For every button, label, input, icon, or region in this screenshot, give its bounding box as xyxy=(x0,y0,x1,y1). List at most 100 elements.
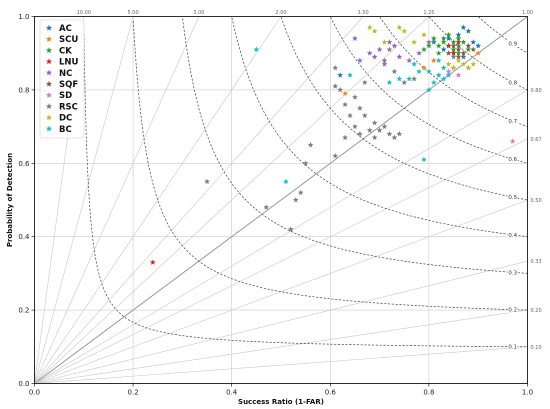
data-point xyxy=(381,39,388,45)
data-point xyxy=(406,57,413,63)
data-point xyxy=(307,141,314,148)
data-point xyxy=(332,152,339,159)
x-tick-label: 1.0 xyxy=(522,389,533,397)
bias-line xyxy=(34,199,528,384)
series-dc xyxy=(366,24,477,71)
data-point xyxy=(283,178,289,185)
data-point xyxy=(445,72,452,78)
x-tick-label: 0.0 xyxy=(29,389,40,397)
data-point xyxy=(509,138,516,144)
csi-label-bg xyxy=(507,78,518,86)
data-point xyxy=(450,42,457,49)
data-point xyxy=(426,86,432,93)
data-point xyxy=(342,90,348,96)
bias-label: 2.00 xyxy=(275,10,286,16)
csi-curve xyxy=(330,16,528,164)
data-point xyxy=(460,39,467,45)
series-rsc xyxy=(204,46,457,232)
csi-label: 0.1 xyxy=(508,345,517,351)
data-point xyxy=(288,226,294,232)
legend-marker xyxy=(45,47,53,53)
bias-label: 1.00 xyxy=(522,10,533,16)
legend-label: DC xyxy=(59,114,72,124)
data-point xyxy=(253,46,260,52)
data-point xyxy=(352,35,358,41)
csi-label-bg xyxy=(507,39,518,47)
data-point xyxy=(465,64,472,71)
data-point xyxy=(465,42,472,49)
csi-label: 0.4 xyxy=(508,233,517,239)
csi-label-bg xyxy=(507,305,518,313)
data-point xyxy=(455,57,462,63)
series-scu xyxy=(342,46,482,96)
bias-label: 0.50 xyxy=(531,198,542,204)
bias-label: 0.80 xyxy=(531,88,542,94)
bias-label: 0.10 xyxy=(531,345,542,351)
legend-marker xyxy=(45,114,53,121)
data-point xyxy=(416,68,422,74)
data-point xyxy=(292,197,299,203)
data-point xyxy=(450,64,457,71)
data-point xyxy=(460,53,467,60)
data-point xyxy=(426,39,432,45)
y-tick-label: 0.8 xyxy=(18,86,29,94)
legend-marker xyxy=(45,92,53,98)
legend-label: SQF xyxy=(59,80,78,90)
legend-marker xyxy=(45,36,53,42)
data-point xyxy=(204,178,210,185)
bias-line xyxy=(34,16,528,384)
data-point xyxy=(475,50,482,56)
data-point xyxy=(450,46,457,52)
csi-curve xyxy=(182,18,528,274)
data-point xyxy=(381,123,388,130)
data-point xyxy=(401,79,408,85)
data-point xyxy=(445,50,452,56)
bias-label: 0.67 xyxy=(531,137,542,143)
x-tick-label: 0.4 xyxy=(226,389,238,397)
series-sqf xyxy=(445,42,477,60)
data-point xyxy=(435,57,442,63)
csi-label: 0.8 xyxy=(508,80,517,86)
data-point xyxy=(430,39,437,45)
plot-frame xyxy=(34,16,528,384)
data-point xyxy=(426,42,432,49)
data-point xyxy=(342,134,348,141)
data-point xyxy=(460,50,467,56)
data-point xyxy=(302,160,309,166)
csi-curve xyxy=(133,21,528,311)
legend-marker xyxy=(45,125,53,132)
data-point xyxy=(426,68,432,74)
data-point xyxy=(470,39,477,45)
legend-label: CK xyxy=(59,46,72,56)
legend-label: LNU xyxy=(59,58,79,68)
x-axis-label: Success Ratio (1-FAR) xyxy=(238,398,324,406)
csi-label-bg xyxy=(507,342,518,350)
data-point xyxy=(440,46,447,52)
legend-label: NC xyxy=(59,69,72,79)
data-point xyxy=(371,53,378,60)
data-point xyxy=(411,39,417,45)
data-point xyxy=(376,127,383,133)
data-point xyxy=(347,72,353,78)
data-point xyxy=(342,101,348,108)
csi-label: 0.3 xyxy=(508,270,517,276)
data-point xyxy=(406,75,413,82)
csi-label-bg xyxy=(507,155,518,163)
csi-label: 0.5 xyxy=(508,195,517,201)
csi-label: 0.9 xyxy=(508,42,517,48)
data-point xyxy=(352,123,358,130)
data-point xyxy=(263,204,270,210)
data-point xyxy=(386,79,393,85)
data-point xyxy=(460,24,467,30)
data-point xyxy=(411,75,417,82)
data-point xyxy=(391,134,398,141)
data-point xyxy=(421,64,427,71)
data-point xyxy=(391,68,398,74)
bias-line xyxy=(34,16,430,384)
data-point xyxy=(445,42,452,49)
data-point xyxy=(396,24,403,30)
csi-label-bg xyxy=(507,116,518,124)
bias-line xyxy=(34,89,528,384)
data-point xyxy=(361,112,368,119)
